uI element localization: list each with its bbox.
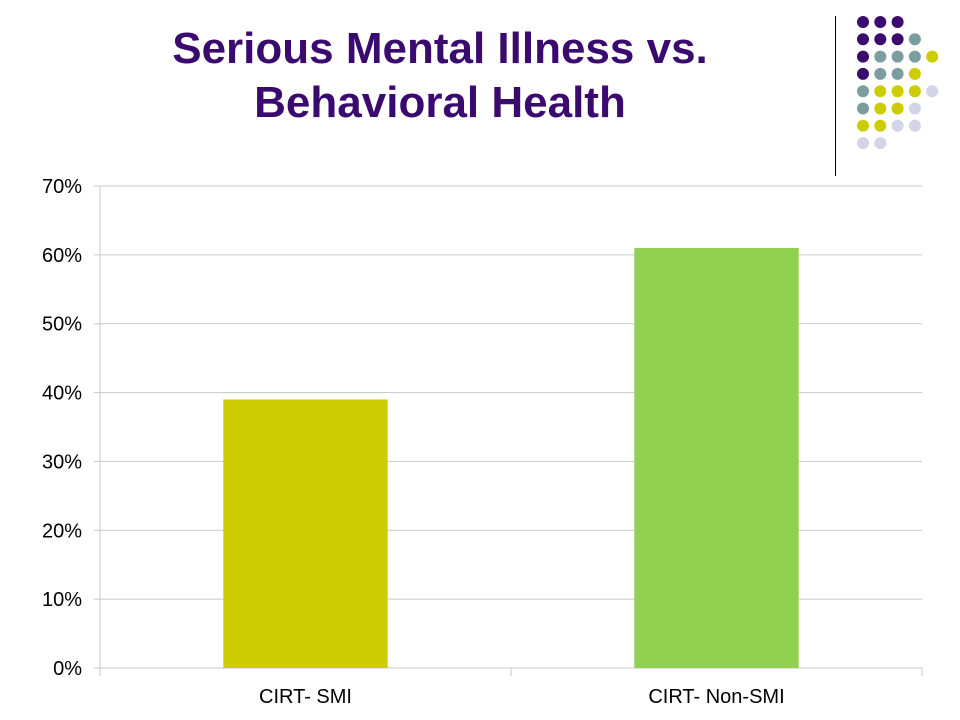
x-category-label: CIRT- Non-SMI — [648, 686, 784, 708]
y-tick-label: 10% — [42, 589, 82, 611]
bar — [223, 399, 388, 668]
decorative-dot — [874, 85, 887, 98]
x-category-label: CIRT- SMI — [259, 686, 352, 708]
decorative-dot — [926, 85, 939, 98]
decorative-dot — [874, 137, 887, 150]
y-tick-label: 60% — [42, 245, 82, 267]
decorative-dot — [926, 50, 939, 63]
decorative-dot — [857, 85, 869, 98]
bar — [634, 247, 799, 668]
decorative-dot — [857, 16, 869, 28]
decorative-dot — [857, 33, 869, 46]
decorative-dot — [908, 102, 921, 115]
y-tick-label: 0% — [53, 658, 82, 680]
decorative-dot — [857, 119, 869, 132]
y-tick-label: 50% — [42, 314, 82, 336]
decorative-dot — [908, 50, 921, 63]
slide-title: Serious Mental Illness vs. Behavioral He… — [80, 22, 800, 130]
decorative-dot — [874, 50, 887, 63]
y-tick-label: 30% — [42, 451, 82, 473]
decorative-dot — [857, 137, 869, 150]
vertical-divider — [835, 16, 836, 176]
y-tick-label: 70% — [42, 176, 82, 198]
decorative-dot — [891, 50, 904, 63]
decorative-dot — [857, 50, 869, 63]
decorative-dot — [857, 67, 869, 80]
decorative-dot — [891, 119, 904, 132]
decorative-dot — [874, 67, 887, 80]
decorative-dot — [891, 16, 904, 28]
decorative-dot — [908, 67, 921, 80]
decorative-dot — [891, 33, 904, 46]
decorative-dot — [891, 85, 904, 98]
title-line-1: Serious Mental Illness vs. — [172, 24, 708, 73]
decorative-dot — [891, 102, 904, 115]
title-line-2: Behavioral Health — [254, 78, 626, 127]
decorative-dot — [874, 119, 887, 132]
decorative-dot — [908, 85, 921, 98]
decorative-dot — [874, 16, 887, 28]
decorative-dot — [857, 102, 869, 115]
decorative-dot — [908, 33, 921, 46]
dot-grid-logo — [857, 16, 939, 150]
decorative-dot — [874, 102, 887, 115]
decorative-dot — [908, 119, 921, 132]
decorative-dot — [874, 33, 887, 46]
y-tick-label: 20% — [42, 520, 82, 542]
y-tick-label: 40% — [42, 383, 82, 405]
decorative-dot — [891, 67, 904, 80]
